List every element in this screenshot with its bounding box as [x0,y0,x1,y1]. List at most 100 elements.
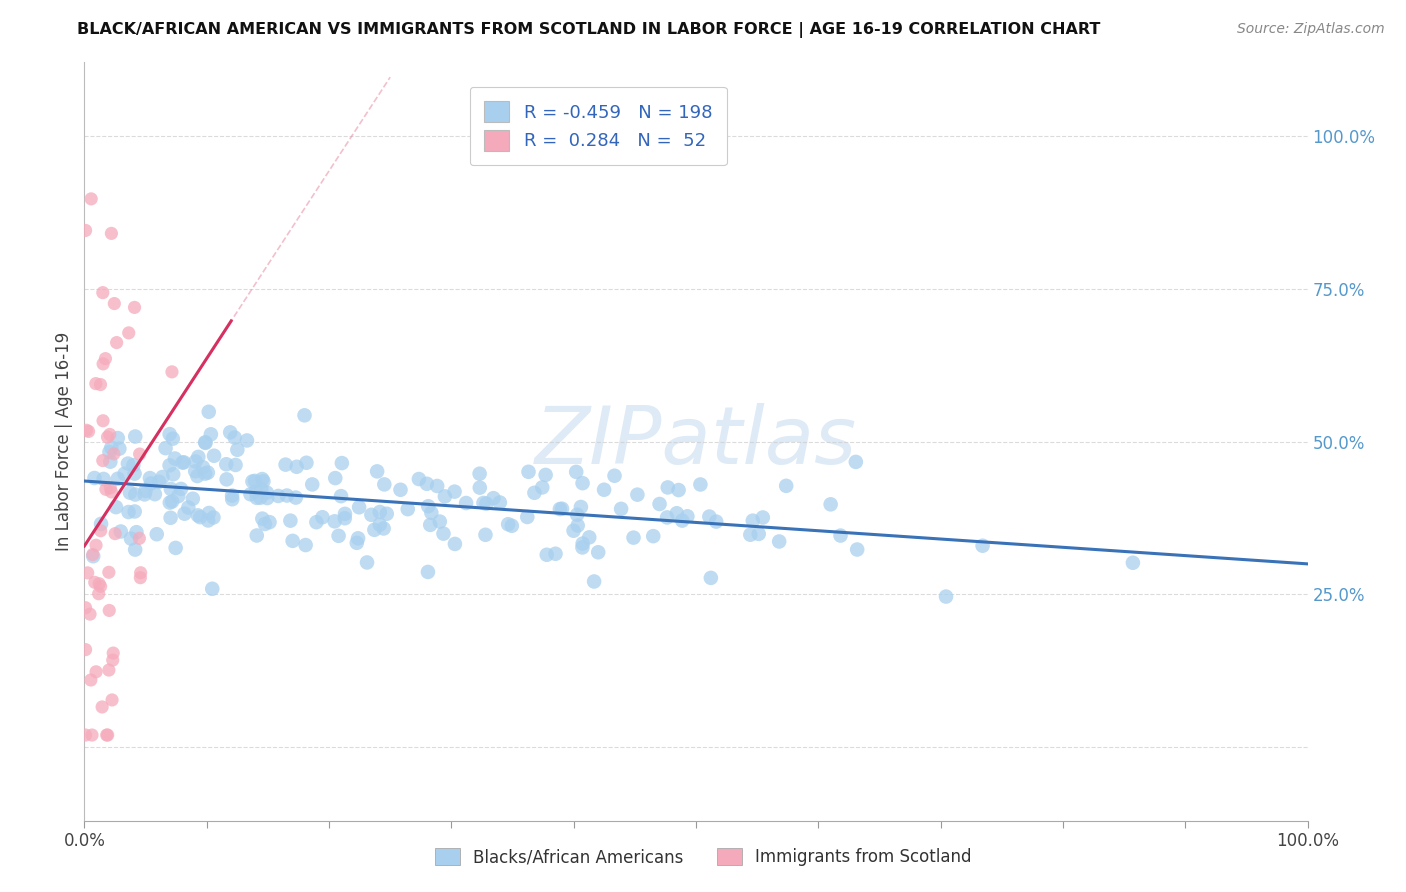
Point [657,480,679,494]
Point [184,454,207,468]
Point [250,472,273,486]
Point [91,357,114,371]
Point [665,506,688,520]
Point [748,527,770,541]
Point [139,471,162,485]
Point [768,534,790,549]
Point [110,524,132,539]
Point [225,458,247,472]
Point [159,510,181,524]
Point [830,528,852,542]
Point [578,530,600,544]
Point [98,445,121,459]
Y-axis label: In Labor Force | Age 16-19: In Labor Force | Age 16-19 [55,332,73,551]
Point [98,455,121,469]
Point [202,510,225,524]
Point [82,548,104,562]
Point [173,455,195,469]
Point [221,492,243,507]
Text: ZIPatlas: ZIPatlas [534,402,858,481]
Point [295,456,318,470]
Point [330,456,353,470]
Point [75,642,97,657]
Point [301,477,323,491]
Point [285,459,308,474]
Point [172,456,194,470]
Point [82,549,104,564]
Point [117,457,139,471]
Point [565,465,588,479]
Point [186,469,208,483]
Point [80,673,103,687]
Point [184,464,207,478]
Point [671,514,693,528]
Point [197,466,219,480]
Point [593,483,616,497]
Point [224,430,246,444]
Point [311,510,333,524]
Point [177,500,200,515]
Point [846,542,869,557]
Point [775,479,797,493]
Point [108,442,131,456]
Point [162,467,184,482]
Point [418,500,440,514]
Point [252,511,274,525]
Point [128,532,150,546]
Point [124,467,146,481]
Point [181,491,204,506]
Text: BLACK/AFRICAN AMERICAN VS IMMIGRANTS FROM SCOTLAND IN LABOR FORCE | AGE 16-19 CO: BLACK/AFRICAN AMERICAN VS IMMIGRANTS FRO… [77,22,1101,38]
Legend: R = -0.459   N = 198, R =  0.284   N =  52: R = -0.459 N = 198, R = 0.284 N = 52 [470,87,727,165]
Point [89,576,111,591]
Point [90,579,112,593]
Point [280,514,302,528]
Point [129,566,152,580]
Point [516,510,538,524]
Point [97,728,120,742]
Point [676,509,699,524]
Point [105,500,128,515]
Point [368,505,391,519]
Point [162,432,184,446]
Point [668,483,690,497]
Point [346,536,368,550]
Point [198,506,221,520]
Point [935,590,957,604]
Text: Source: ZipAtlas.com: Source: ZipAtlas.com [1237,22,1385,37]
Point [474,528,496,542]
Point [91,285,114,300]
Point [122,458,145,473]
Point [1122,556,1144,570]
Point [433,489,456,503]
Point [523,485,546,500]
Point [187,508,209,523]
Point [91,453,114,467]
Point [643,529,665,543]
Point [253,516,276,531]
Point [534,467,557,482]
Point [626,488,648,502]
Point [139,476,162,491]
Point [103,646,125,660]
Point [159,427,181,442]
Point [79,607,101,621]
Point [128,447,150,461]
Point [249,491,271,505]
Point [531,480,554,494]
Point [194,435,217,450]
Point [443,484,465,499]
Point [281,533,304,548]
Point [76,566,98,580]
Point [84,665,107,679]
Point [97,566,120,580]
Point [197,513,219,527]
Point [475,497,498,511]
Point [356,556,378,570]
Point [259,515,281,529]
Point [160,365,183,379]
Point [117,505,139,519]
Point [648,497,671,511]
Point [75,223,97,237]
Point [655,510,678,524]
Point [256,491,278,505]
